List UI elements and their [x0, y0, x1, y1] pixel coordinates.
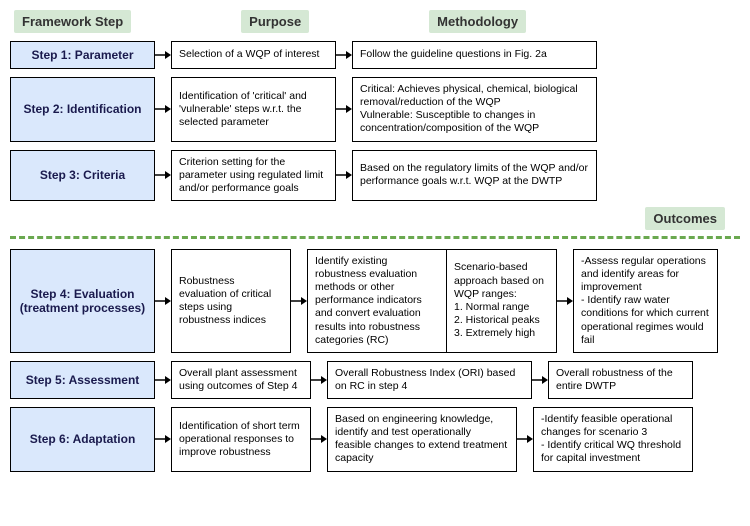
- step-1-label: Step 1: Parameter: [10, 41, 155, 69]
- step-2-methodology: Critical: Achieves physical, chemical, b…: [352, 77, 597, 142]
- arrow-icon: [557, 249, 573, 353]
- arrow-icon: [155, 150, 171, 201]
- step-4-methodology-a: Identify existing robustness evaluation …: [307, 249, 447, 353]
- step-6-label: Step 6: Adaptation: [10, 407, 155, 472]
- row-step-2: Step 2: Identification Identification of…: [10, 77, 740, 142]
- header-framework: Framework Step: [14, 10, 131, 33]
- section-divider: [10, 236, 740, 239]
- arrow-icon: [155, 77, 171, 142]
- step-4-methodology-group: Identify existing robustness evaluation …: [307, 249, 557, 353]
- step-6-methodology: Based on engineering knowledge, identify…: [327, 407, 517, 472]
- step-5-methodology: Overall Robustness Index (ORI) based on …: [327, 361, 532, 399]
- step-1-purpose: Selection of a WQP of interest: [171, 41, 336, 69]
- arrow-icon: [291, 249, 307, 353]
- row-step-5: Step 5: Assessment Overall plant assessm…: [10, 361, 740, 399]
- arrow-icon: [155, 249, 171, 353]
- step-1-methodology: Follow the guideline questions in Fig. 2…: [352, 41, 597, 69]
- step-5-purpose: Overall plant assessment using outcomes …: [171, 361, 311, 399]
- arrow-icon: [155, 407, 171, 472]
- header-outcomes: Outcomes: [645, 207, 725, 230]
- step-4-label: Step 4: Evaluation (treatment processes): [10, 249, 155, 353]
- arrow-icon: [517, 407, 533, 472]
- row-step-3: Step 3: Criteria Criterion setting for t…: [10, 150, 740, 201]
- arrow-icon: [336, 41, 352, 69]
- step-4-purpose: Robustness evaluation of critical steps …: [171, 249, 291, 353]
- arrow-icon: [155, 361, 171, 399]
- arrow-icon: [336, 77, 352, 142]
- row-step-6: Step 6: Adaptation Identification of sho…: [10, 407, 740, 472]
- step-4-methodology-b: Scenario-based approach based on WQP ran…: [447, 249, 557, 353]
- arrow-icon: [532, 361, 548, 399]
- step-6-outcome: -Identify feasible operational changes f…: [533, 407, 693, 472]
- step-4-outcome: -Assess regular operations and identify …: [573, 249, 718, 353]
- outcomes-header-row: Outcomes: [10, 207, 740, 230]
- step-3-methodology: Based on the regulatory limits of the WQ…: [352, 150, 597, 201]
- step-6-purpose: Identification of short term operational…: [171, 407, 311, 472]
- step-5-label: Step 5: Assessment: [10, 361, 155, 399]
- step-3-label: Step 3: Criteria: [10, 150, 155, 201]
- column-headers: Framework Step Purpose Methodology: [10, 10, 740, 33]
- row-step-4: Step 4: Evaluation (treatment processes)…: [10, 249, 740, 353]
- arrow-icon: [311, 407, 327, 472]
- step-3-purpose: Criterion setting for the parameter usin…: [171, 150, 336, 201]
- step-5-outcome: Overall robustness of the entire DWTP: [548, 361, 693, 399]
- arrow-icon: [155, 41, 171, 69]
- arrow-icon: [336, 150, 352, 201]
- arrow-icon: [311, 361, 327, 399]
- row-step-1: Step 1: Parameter Selection of a WQP of …: [10, 41, 740, 69]
- header-purpose: Purpose: [241, 10, 309, 33]
- step-2-purpose: Identification of 'critical' and 'vulner…: [171, 77, 336, 142]
- step-2-label: Step 2: Identification: [10, 77, 155, 142]
- header-methodology: Methodology: [429, 10, 526, 33]
